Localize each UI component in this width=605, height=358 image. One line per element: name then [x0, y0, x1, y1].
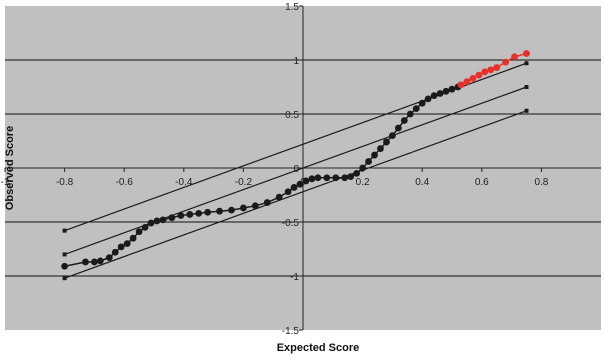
x-tick-label: -0.8 — [56, 177, 74, 188]
data-point — [123, 240, 131, 248]
data-point — [475, 71, 483, 79]
x-tick-label: 0.2 — [356, 177, 370, 188]
data-point — [61, 262, 68, 270]
data-point — [341, 174, 349, 182]
data-point — [177, 212, 185, 219]
x-tick-label: 0.8 — [534, 177, 548, 188]
data-point — [353, 170, 361, 177]
reference-line — [64, 86, 527, 255]
data-point — [251, 202, 259, 210]
data-point — [493, 64, 501, 71]
data-point — [406, 110, 414, 118]
data-point — [323, 174, 331, 182]
data-point — [275, 193, 283, 201]
data-point — [430, 92, 438, 100]
data-point — [463, 78, 471, 85]
data-point — [141, 224, 149, 231]
data-point — [216, 207, 223, 215]
data-point — [290, 184, 298, 191]
data-point — [111, 248, 119, 256]
x-tick-label: 0.6 — [475, 177, 489, 188]
data-point — [487, 66, 495, 74]
data-point — [117, 243, 125, 251]
y-tick-label: 0.5 — [285, 110, 299, 121]
data-point — [418, 99, 426, 107]
y-axis-title: Observed Score — [4, 126, 16, 210]
data-point — [371, 151, 378, 159]
y-tick-label: -0.5 — [282, 218, 300, 229]
data-point — [186, 211, 194, 218]
data-point — [365, 158, 372, 165]
data-point — [457, 81, 465, 89]
data-point — [481, 68, 489, 76]
reference-line-endpoint — [524, 61, 529, 66]
data-point — [296, 180, 304, 188]
data-point — [284, 188, 292, 196]
x-ticks: -1-0.8-0.6-0.4-0.200.20.40.60.8 — [1, 168, 549, 188]
data-point — [91, 258, 98, 266]
data-point — [442, 87, 450, 95]
data-point — [332, 174, 340, 182]
data-point — [523, 50, 530, 57]
data-point — [400, 117, 408, 124]
data-point — [168, 214, 176, 222]
reference-line-endpoint — [62, 252, 67, 257]
data-point — [135, 228, 143, 236]
data-point — [240, 204, 247, 212]
data-point — [394, 124, 402, 132]
data-point — [195, 209, 203, 217]
reference-line — [64, 110, 527, 279]
x-tick-label: -0.4 — [175, 177, 193, 188]
data-point — [412, 105, 420, 112]
reference-line-endpoint — [524, 108, 529, 113]
x-tick-label: -0.2 — [235, 177, 253, 188]
y-ticks: -1.5 -1 -0.5 0 0.5 1 1.5 — [282, 2, 303, 337]
y-tick-label: 1.5 — [285, 2, 299, 13]
data-point — [436, 90, 444, 97]
data-point — [82, 258, 89, 266]
data-point — [383, 138, 390, 146]
y-tick-label: 0 — [293, 164, 299, 175]
data-point — [129, 234, 137, 242]
data-point — [314, 174, 322, 182]
data-point — [359, 164, 366, 172]
data-point — [105, 254, 113, 262]
data-point — [147, 219, 155, 227]
data-point — [204, 208, 212, 216]
reference-line-endpoint — [62, 276, 67, 281]
data-point — [153, 217, 161, 225]
data-points — [61, 50, 530, 270]
x-tick-label: 0.4 — [415, 177, 429, 188]
y-tick-label: 1 — [293, 56, 299, 67]
data-point — [302, 177, 310, 185]
data-point — [159, 216, 167, 224]
y-tick-label: -1.5 — [282, 326, 300, 337]
data-point — [469, 74, 477, 82]
data-point — [263, 199, 271, 206]
x-tick-label: -1 — [1, 177, 10, 188]
data-point — [308, 175, 316, 183]
reference-line-endpoint — [62, 228, 67, 233]
data-point — [448, 85, 456, 93]
x-tick-label: -0.6 — [116, 177, 134, 188]
data-point — [228, 206, 235, 214]
data-point — [96, 257, 104, 265]
x-axis-title: Expected Score — [277, 342, 360, 354]
data-point — [377, 145, 384, 152]
data-point — [389, 132, 396, 140]
y-tick-label: -1 — [290, 272, 299, 283]
reference-line-endpoint — [524, 85, 529, 89]
data-point — [424, 95, 432, 103]
data-point — [511, 53, 518, 61]
data-point — [502, 58, 510, 66]
data-point — [347, 173, 355, 181]
